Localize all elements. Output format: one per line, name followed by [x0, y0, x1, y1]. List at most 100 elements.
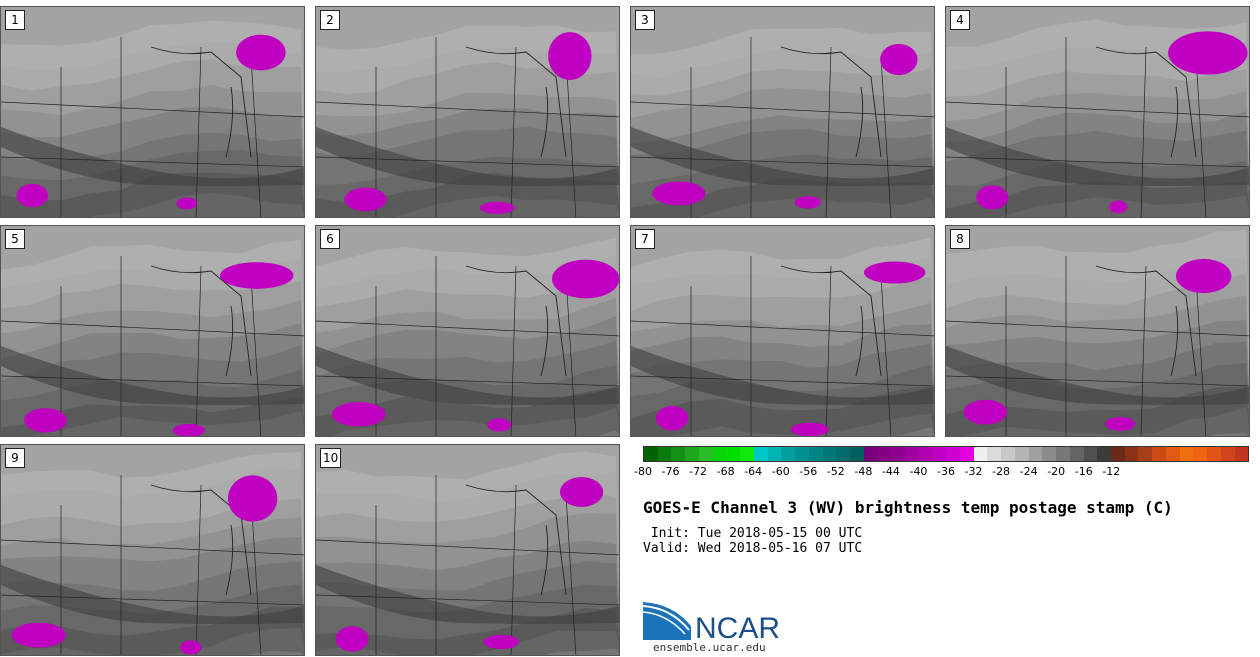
panel-9: 9	[0, 444, 305, 656]
colorbar-cell	[1234, 447, 1249, 461]
water-vapor-map	[1, 445, 304, 655]
water-vapor-map	[316, 226, 619, 436]
ncar-logo: NCAR	[643, 602, 780, 642]
colorbar-cell	[1193, 447, 1208, 461]
colorbar-cell	[1165, 447, 1180, 461]
colorbar-tick-label: -56	[799, 465, 818, 478]
panel-label: 4	[950, 10, 970, 30]
colorbar-cell	[1042, 447, 1057, 461]
panel-6: 6	[315, 225, 620, 437]
colorbar-tick-label: -44	[881, 465, 900, 478]
panel-label: 3	[635, 10, 655, 30]
colorbar-tick-label: -68	[716, 465, 735, 478]
panel-label: 1	[5, 10, 25, 30]
colorbar-tick-label: -28	[992, 465, 1011, 478]
colorbar	[643, 446, 1249, 462]
colorbar-tick-label: -16	[1074, 465, 1093, 478]
colorbar-cell	[1028, 447, 1043, 461]
water-vapor-map	[631, 226, 934, 436]
logo-text: NCAR	[695, 612, 780, 642]
panel-label: 5	[5, 229, 25, 249]
colorbar-cell	[767, 447, 782, 461]
panel-label: 10	[320, 448, 342, 468]
colorbar-tick-label: -32	[964, 465, 983, 478]
colorbar-cell	[740, 447, 754, 461]
colorbar-cell	[822, 447, 837, 461]
colorbar-cell	[932, 447, 947, 461]
colorbar-cell	[891, 447, 905, 461]
panel-3: 3	[630, 6, 935, 218]
colorbar-tick-label: -36	[937, 465, 955, 478]
panel-label: 7	[635, 229, 655, 249]
water-vapor-map	[316, 445, 619, 655]
colorbar-cell	[795, 447, 809, 461]
colorbar-tick-label: -72	[689, 465, 708, 478]
panel-8: 8	[945, 225, 1250, 437]
colorbar-cell	[1069, 447, 1084, 461]
panel-1: 1	[0, 6, 305, 218]
colorbar-cell	[1110, 447, 1125, 461]
colorbar-cell	[904, 447, 919, 461]
water-vapor-map	[946, 226, 1249, 436]
colorbar-cell	[685, 447, 699, 461]
panel-7: 7	[630, 225, 935, 437]
colorbar-ticks: -80 -76 -72 -68 -64 -60 -56 -52 -48 -44 -40 -36 -32-…	[634, 465, 1249, 481]
colorbar-cell	[1220, 447, 1235, 461]
water-vapor-map	[1, 7, 304, 217]
colorbar-cell	[877, 447, 892, 461]
water-vapor-map	[1, 226, 304, 436]
colorbar-cell	[712, 447, 727, 461]
figure-title: GOES-E Channel 3 (WV) brightness temp po…	[643, 498, 1173, 517]
colorbar-cell	[644, 447, 658, 461]
panel-4: 4	[945, 6, 1250, 218]
panel-5: 5	[0, 225, 305, 437]
colorbar-cell	[726, 447, 741, 461]
colorbar-cell	[657, 447, 672, 461]
panel-label: 2	[320, 10, 340, 30]
colorbar-tick-label: -12	[1102, 465, 1121, 478]
colorbar-cell	[808, 447, 823, 461]
colorbar-cell	[1097, 447, 1111, 461]
colorbar-cell	[1001, 447, 1015, 461]
colorbar-tick-label: -40	[909, 465, 928, 478]
water-vapor-map	[946, 7, 1249, 217]
colorbar-cell	[946, 447, 960, 461]
colorbar-tick-label: -24	[1019, 465, 1038, 478]
colorbar-cell	[781, 447, 796, 461]
colorbar-cell	[671, 447, 686, 461]
colorbar-tick-label: -52	[826, 465, 845, 478]
colorbar-cell	[1138, 447, 1153, 461]
colorbar-tick-label: -48	[854, 465, 873, 478]
colorbar-tick-label: -20	[1047, 465, 1066, 478]
logo-url: ensemble.ucar.edu	[653, 641, 766, 654]
water-vapor-map	[316, 7, 619, 217]
colorbar-cell	[987, 447, 1002, 461]
colorbar-tick-label: -80	[634, 465, 652, 478]
colorbar-cell	[959, 447, 974, 461]
colorbar-cell	[850, 447, 864, 461]
init-time: Init: Tue 2018-05-15 00 UTC	[643, 526, 863, 541]
colorbar-cell	[1014, 447, 1029, 461]
valid-time: Valid: Wed 2018-05-16 07 UTC	[643, 541, 863, 556]
water-vapor-map	[631, 7, 934, 217]
colorbar-cell	[1179, 447, 1194, 461]
colorbar-cell	[973, 447, 988, 461]
colorbar-cell	[863, 447, 878, 461]
colorbar-cell	[1056, 447, 1070, 461]
panel-label: 8	[950, 229, 970, 249]
colorbar-cell	[1083, 447, 1098, 461]
colorbar-cell	[698, 447, 713, 461]
panel-label: 6	[320, 229, 340, 249]
colorbar-cell	[753, 447, 768, 461]
panel-2: 2	[315, 6, 620, 218]
panel-label: 9	[5, 448, 25, 468]
colorbar-cell	[918, 447, 933, 461]
colorbar-cell	[1207, 447, 1221, 461]
colorbar-cell	[1152, 447, 1166, 461]
colorbar-cell	[836, 447, 851, 461]
panel-10: 10	[315, 444, 620, 656]
colorbar-tick-label: -60	[771, 465, 790, 478]
colorbar-cell	[1124, 447, 1139, 461]
colorbar-tick-label: -64	[744, 465, 763, 478]
colorbar-tick-label: -76	[661, 465, 680, 478]
